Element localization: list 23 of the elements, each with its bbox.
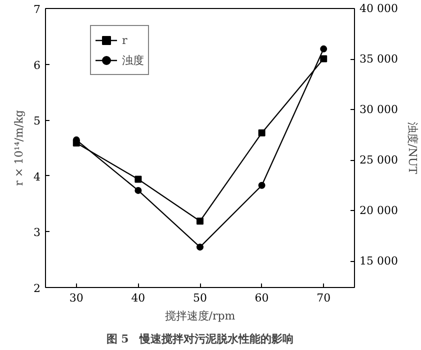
y-tick-label: 2 [34,282,40,295]
y2-tick-label: 25 000 [360,154,398,167]
x-tick-label: 70 [316,292,331,304]
y2-tick-label: 40 000 [360,2,398,15]
y-tick-label: 5 [34,114,40,128]
legend-label: r [122,34,128,46]
x-tick-label: 30 [69,292,84,304]
x-axis-title: 搅拌速度/rpm [164,310,236,322]
y2-tick-label: 35 000 [360,52,398,66]
caption: 图 5 慢速搅拌对污泥脱水性能的影响 [106,332,294,346]
y-tick-label: 6 [34,58,40,72]
y2-tick-label: 20 000 [360,204,398,218]
y-tick-label: 7 [34,3,40,16]
legend-label: 浊度 [122,52,144,68]
y2-axis-title: 浊度/NUT [406,122,419,175]
y2-tick-label: 15 000 [360,254,398,268]
x-tick-label: 60 [254,292,269,304]
y-tick-label: 3 [34,226,40,240]
y-axis-title: r × 10¹⁴/m/kg [12,110,26,186]
y-tick-label: 4 [34,170,40,184]
x-tick-label: 50 [193,292,207,304]
y2-tick-label: 30 000 [360,103,398,116]
x-tick-label: 40 [131,292,146,304]
